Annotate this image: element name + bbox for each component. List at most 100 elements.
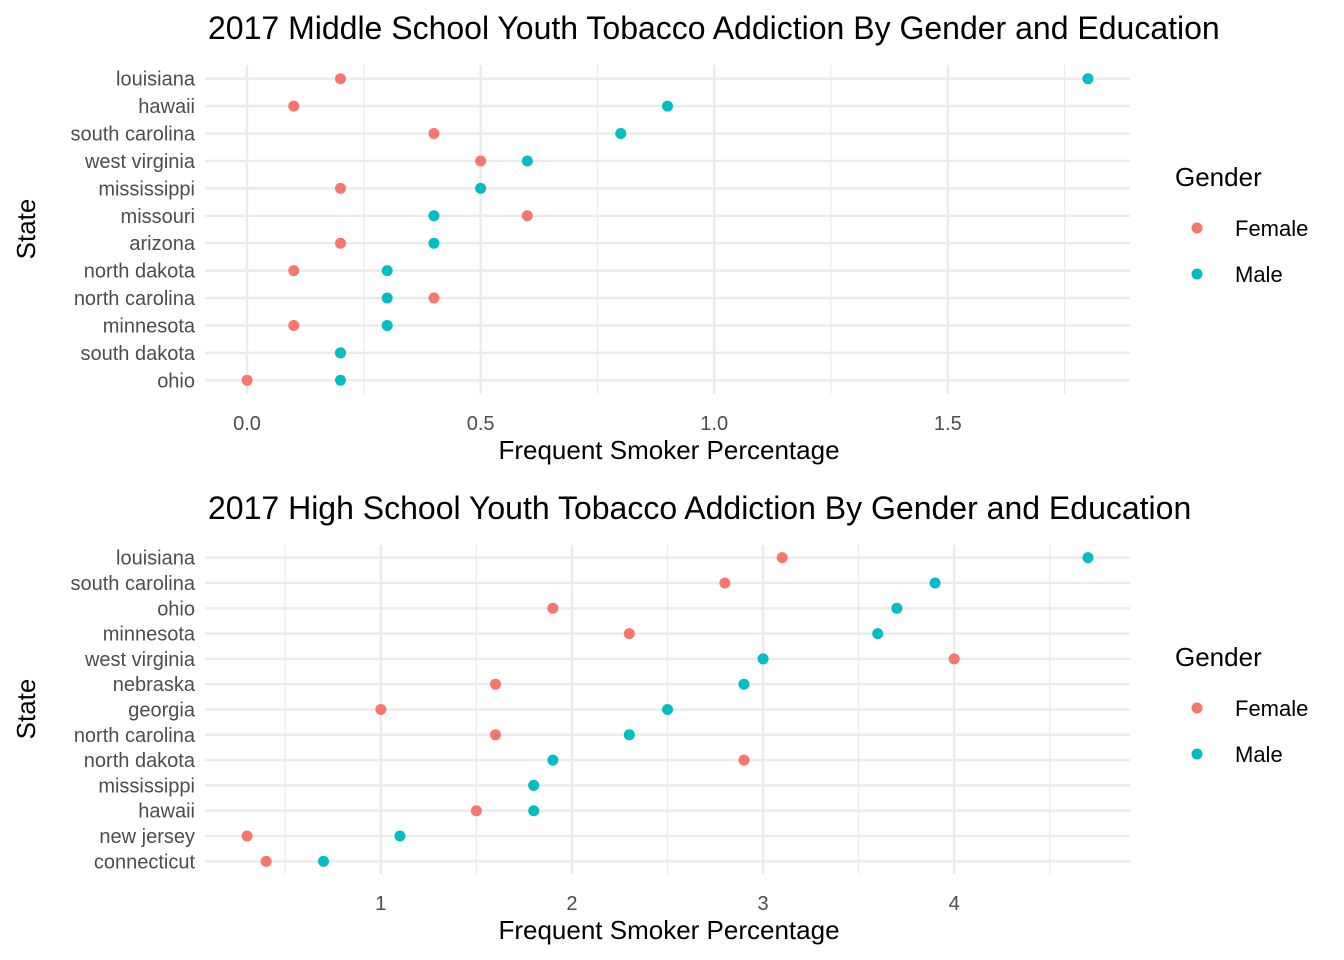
x-axis-label: Frequent Smoker Percentage [498,915,839,945]
x-tick-label: 3 [757,893,768,915]
y-tick-labels: louisiana south carolina ohio minnesota west… [70,548,195,874]
x-tick-label: 0.0 [233,413,261,435]
x-tick-label: 1.5 [934,413,962,435]
y-tick-label: ohio [157,598,195,620]
legend-label-female: Female [1235,216,1308,241]
data-point-female [489,678,501,690]
data-point-male [757,653,769,665]
data-point-female [260,855,272,867]
legend-title: Gender [1175,642,1262,672]
data-point-female [547,602,559,614]
legend: Gender Female Male [1175,642,1308,767]
legend-key-male [1191,748,1203,760]
data-point-male [381,319,393,331]
data-point-male [521,155,533,167]
data-point-female [288,100,300,112]
y-tick-label: south carolina [70,124,195,146]
y-tick-label: ohio [157,370,195,392]
legend-label-male: Male [1235,742,1283,767]
data-point-female [738,754,750,766]
data-point-male [929,577,941,589]
data-point-male [334,374,346,386]
data-point-female [470,805,482,817]
legend-label-male: Male [1235,262,1283,287]
data-point-female [334,182,346,194]
middle-school-panel: 2017 Middle School Youth Tobacco Addicti… [11,10,1308,465]
data-point-male [317,855,329,867]
y-tick-label: north carolina [74,288,196,310]
y-tick-label: mississippi [98,775,195,797]
y-tick-label: new jersey [99,826,195,848]
data-point-male [872,628,884,640]
y-axis-label: State [11,679,41,740]
y-tick-label: south dakota [80,343,195,365]
data-point-male [547,754,559,766]
chart-title: 2017 High School Youth Tobacco Addiction… [208,490,1191,526]
data-point-female [288,265,300,277]
y-tick-label: hawaii [138,801,195,823]
legend-label-female: Female [1235,696,1308,721]
y-tick-label: connecticut [94,851,196,873]
y-tick-label: arizona [129,233,195,255]
legend-title: Gender [1175,162,1262,192]
data-point-male [394,830,406,842]
y-tick-label: mississippi [98,178,195,200]
y-tick-label: north dakota [84,750,196,772]
data-point-male [662,704,673,715]
x-tick-labels: 1 2 3 4 [375,893,959,915]
data-point-male [891,602,903,614]
y-tick-label: north carolina [74,725,196,747]
data-point-female [521,210,533,222]
data-point-male [428,237,440,249]
y-tick-label: louisiana [116,548,196,570]
data-point-female [719,577,731,589]
data-point-male [738,678,750,690]
x-tick-labels: 0.0 0.5 1.0 1.5 [233,413,962,435]
data-point-female [334,73,346,85]
data-point-male [528,779,540,791]
data-point-female [375,704,387,715]
data-point-male [428,210,440,222]
data-point-female [241,830,253,842]
y-tick-label: south carolina [70,573,195,595]
x-axis-label: Frequent Smoker Percentage [498,435,839,465]
high-school-panel: 2017 High School Youth Tobacco Addiction… [11,490,1308,945]
y-tick-label: west virginia [84,151,196,173]
legend-key-male [1191,268,1203,280]
data-point-female [334,237,346,249]
data-point-female [475,155,487,167]
data-points [241,73,1094,386]
data-point-female [428,128,440,140]
x-tick-label: 1 [375,893,386,915]
data-point-female [623,628,635,640]
y-tick-label: missouri [121,206,195,228]
data-point-male [381,265,393,277]
data-point-female [288,319,300,331]
data-point-male [334,347,346,359]
data-point-male [662,100,673,112]
x-tick-label: 1.0 [700,413,728,435]
data-point-male [1082,73,1094,85]
y-tick-label: minnesota [103,315,196,337]
data-point-male [615,128,627,140]
data-point-male [475,182,487,194]
legend-key-female [1191,222,1203,234]
y-axis-label: State [11,199,41,260]
y-tick-label: minnesota [103,624,196,646]
y-tick-label: west virginia [84,649,196,671]
data-point-male [623,729,635,741]
data-points [241,552,1094,867]
data-point-female [428,292,440,304]
data-point-female [241,374,253,386]
y-tick-label: nebraska [113,674,196,696]
x-tick-label: 4 [949,893,960,915]
chart-title: 2017 Middle School Youth Tobacco Addicti… [208,10,1220,46]
legend: Gender Female Male [1175,162,1308,287]
x-tick-label: 2 [566,893,577,915]
y-tick-labels: louisiana hawaii south carolina west virgin… [70,69,195,393]
data-point-male [1082,552,1094,564]
y-tick-label: hawaii [138,96,195,118]
gridlines [205,545,1130,874]
